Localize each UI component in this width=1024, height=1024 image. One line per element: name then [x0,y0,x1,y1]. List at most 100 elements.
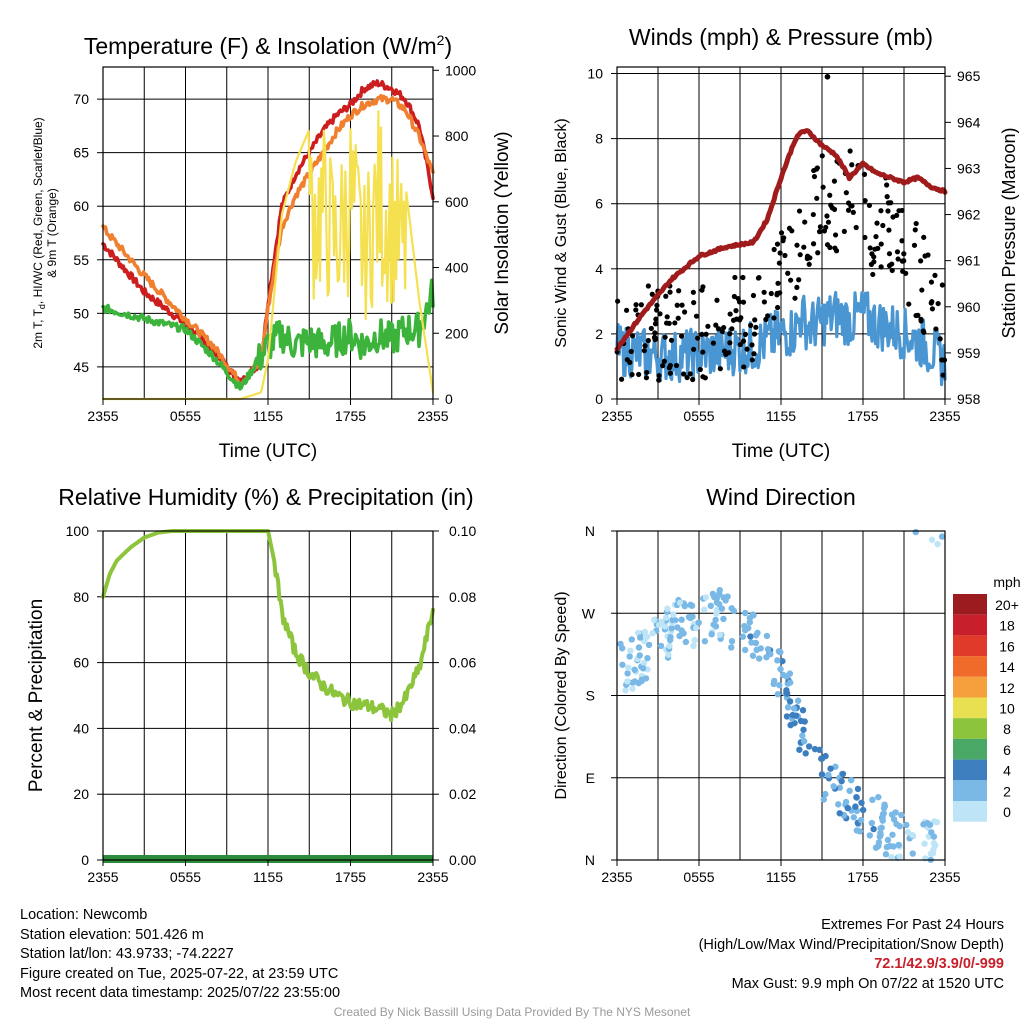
legend-swatch [953,656,987,677]
direction-point [789,711,796,719]
direction-point [931,842,939,849]
legend-swatch [953,697,987,719]
direction-point [645,641,653,649]
gust-point [918,258,924,264]
direction-point [626,653,633,660]
gust-point [778,230,785,236]
y-tick-label: 10 [587,66,603,82]
gust-point [894,212,900,219]
direction-point [883,843,891,851]
gust-point [742,331,749,337]
gust-point [821,228,828,234]
gust-point [656,372,662,379]
direction-point [859,806,867,814]
gust-point [940,372,946,378]
gust-point [676,288,682,294]
direction-point [898,811,905,819]
direction-point [896,853,903,860]
gust-point [654,302,660,308]
direction-point [767,650,774,658]
direction-point [868,819,876,827]
gust-point [638,302,644,308]
gust-point [648,325,654,332]
gust-point [618,376,625,382]
direction-point [921,840,928,847]
gust-point [813,166,820,172]
legend-label: 12 [999,680,1015,696]
gust-point [774,241,781,247]
gust-point [674,302,680,308]
direction-point [712,623,720,630]
gust-point [912,227,918,233]
gust-point [737,341,743,348]
direction-point [644,654,651,662]
gust-point [810,241,817,247]
direction-point [783,713,791,720]
x-tick-label: 2355 [417,408,448,424]
direction-point [687,601,694,609]
direction-point [839,770,847,778]
gust-point [827,244,833,251]
gust-point [873,233,879,240]
gust-point [816,229,823,235]
gust-point [792,295,798,301]
direction-point [691,637,698,644]
direction-point [775,648,783,655]
gust-point [667,289,673,295]
y-tick-label: 65 [73,145,89,161]
direction-point [786,679,794,686]
chart-title: Wind Direction [706,484,856,510]
gust-point [668,337,675,343]
gust-point [748,322,754,328]
direction-point [625,664,632,671]
direction-point [650,616,658,624]
gust-point [738,315,744,321]
direction-point [635,644,643,651]
direction-point [618,645,626,652]
direction-point [890,816,898,823]
gust-point [875,245,881,251]
series-line-td [101,278,435,391]
gust-point [664,314,670,320]
y2-tick-label: 958 [957,391,981,407]
direction-point [827,765,834,772]
gust-point [740,338,747,344]
direction-point [665,651,672,658]
direction-point [836,810,843,817]
direction-point [777,665,784,673]
y2-axis-label-group: Solar Insolation (Yellow) [492,131,513,334]
gust-point [741,364,747,370]
direction-point [783,690,791,697]
gust-point [911,242,918,248]
direction-point [904,829,912,836]
x-tick-label: 2355 [929,408,960,424]
y-tick-label: E [586,770,595,786]
gust-point [649,291,655,297]
gust-point [703,331,709,337]
chart-title: Winds (mph) & Pressure (mb) [629,24,933,50]
gust-point [933,326,939,332]
gust-point [697,366,703,373]
gust-point [751,351,757,357]
y2-tick-label: 0.08 [449,589,476,605]
y2-axis-label: Station Pressure (Maroon) [999,127,1019,338]
x-tick-label: 0555 [683,869,714,885]
gust-point [652,335,658,341]
gust-point [667,362,673,369]
gust-point [900,268,906,274]
gust-point [749,342,755,348]
gust-point [756,275,762,281]
gust-point [751,331,758,337]
direction-point [858,799,865,806]
gust-point [870,271,876,278]
y-tick-label: 40 [73,720,89,736]
gust-point [831,178,838,184]
panel-1: 45 50 55 60 65 70 0 200 400 600 800 1000 2355 0555 115… [31,32,513,462]
direction-point [667,633,674,641]
gust-point [853,224,859,231]
gust-point [889,267,895,274]
station-info: Location: Newcomb Station elevation: 501… [20,906,340,1004]
gust-point [843,190,849,196]
extremes-values: 72.1/42.9/3.9/0/-999 [874,956,1004,973]
